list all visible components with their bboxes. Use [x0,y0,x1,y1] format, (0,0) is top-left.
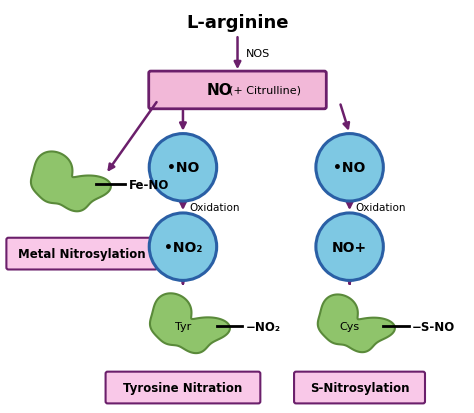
FancyBboxPatch shape [106,372,260,404]
Polygon shape [318,295,395,352]
Text: NO: NO [207,83,233,98]
Circle shape [149,214,217,281]
Text: Tyr: Tyr [175,321,191,331]
Text: Tyrosine Nitration: Tyrosine Nitration [123,381,243,394]
Circle shape [316,214,383,281]
Text: Cys: Cys [339,321,360,331]
Text: Oxidation: Oxidation [189,202,239,212]
Polygon shape [150,294,230,353]
Text: S-Nitrosylation: S-Nitrosylation [310,381,409,394]
Text: NOS: NOS [246,49,270,59]
Text: NO+: NO+ [332,240,367,254]
Text: •NO: •NO [167,161,199,175]
Text: −S-NO: −S-NO [412,320,456,333]
Text: Oxidation: Oxidation [356,202,406,212]
FancyBboxPatch shape [294,372,425,404]
Circle shape [149,134,217,202]
FancyBboxPatch shape [149,72,326,109]
Text: Metal Nitrosylation: Metal Nitrosylation [18,247,146,261]
Text: (+ Citrulline): (+ Citrulline) [229,86,301,96]
Text: •NO: •NO [333,161,366,175]
Circle shape [316,134,383,202]
Polygon shape [31,152,111,212]
Text: −NO₂: −NO₂ [246,320,281,333]
Text: Fe-NO: Fe-NO [128,178,169,191]
FancyBboxPatch shape [6,238,157,270]
Text: •NO₂: •NO₂ [164,240,202,254]
Text: L-arginine: L-arginine [186,14,289,32]
